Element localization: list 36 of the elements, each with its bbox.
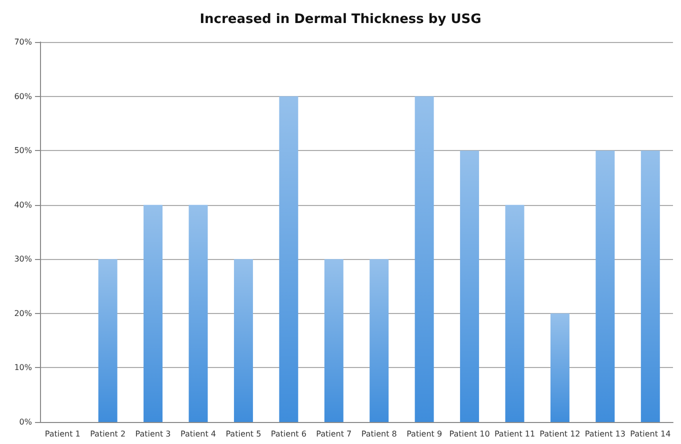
x-tick-label: Patient 11 bbox=[494, 430, 536, 438]
chart-title: Increased in Dermal Thickness by USG bbox=[200, 12, 482, 27]
bar bbox=[505, 204, 524, 422]
x-tick-label: Patient 6 bbox=[270, 430, 306, 438]
x-tick-label: Patient 3 bbox=[135, 430, 171, 438]
bar bbox=[234, 259, 253, 422]
x-tick-label: Patient 7 bbox=[316, 430, 352, 438]
y-tick-label: 40% bbox=[14, 200, 32, 210]
bar bbox=[414, 96, 434, 422]
bar bbox=[596, 150, 615, 422]
bar bbox=[640, 150, 660, 422]
bar bbox=[279, 96, 298, 422]
y-tick-label: 10% bbox=[14, 363, 32, 372]
x-tick-label: Patient 13 bbox=[584, 430, 626, 438]
x-tick-label: Patient 2 bbox=[90, 430, 126, 438]
x-tick-label: Patient 10 bbox=[449, 430, 490, 438]
x-tick-label: Patient 1 bbox=[44, 430, 80, 438]
x-tick-label: Patient 12 bbox=[540, 430, 580, 438]
x-tick-label: Patient 9 bbox=[406, 430, 442, 438]
y-tick-label: 70% bbox=[14, 38, 32, 46]
bar bbox=[188, 204, 208, 422]
y-tick-label: 60% bbox=[14, 92, 32, 101]
bar bbox=[324, 259, 344, 422]
y-tick-label: 30% bbox=[14, 254, 32, 264]
x-tick-label: Patient 4 bbox=[180, 430, 216, 438]
x-tick-label: Patient 8 bbox=[361, 430, 397, 438]
bar bbox=[370, 259, 389, 422]
x-tick-label: Patient 5 bbox=[226, 430, 262, 438]
y-tick-label: 20% bbox=[14, 308, 32, 318]
bar bbox=[460, 150, 480, 422]
bar bbox=[550, 313, 570, 422]
y-tick-label: 50% bbox=[14, 146, 32, 156]
x-tick-label: Patient 14 bbox=[630, 430, 671, 438]
y-tick-label: 0% bbox=[19, 418, 32, 426]
bar bbox=[144, 204, 163, 422]
bar bbox=[98, 259, 118, 422]
